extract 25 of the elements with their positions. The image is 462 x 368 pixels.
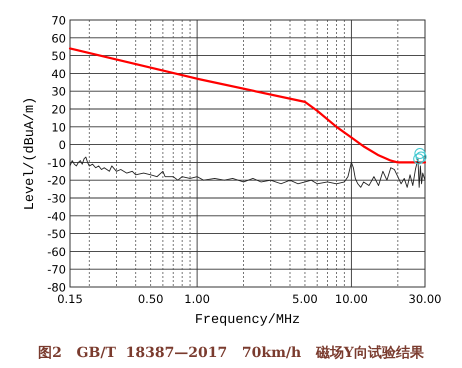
y-tick-label: -20 xyxy=(47,174,66,188)
x-axis-title: Frequency/MHz xyxy=(194,313,300,328)
y-tick-label: 70 xyxy=(51,14,66,28)
caption: 图2 GB/T 18387—2017 70km/h 磁场Y向试验结果 xyxy=(38,345,425,361)
y-tick-label: -10 xyxy=(47,156,66,170)
x-tick-label: 5.00 xyxy=(292,292,318,306)
y-tick-label: -40 xyxy=(47,209,66,224)
y-tick-label: 30 xyxy=(51,84,66,99)
y-tick-label: -80 xyxy=(47,280,66,294)
x-tick-label: 0.50 xyxy=(138,292,164,306)
x-tick-label: 0.15 xyxy=(57,292,83,306)
x-tick-label: 10.00 xyxy=(334,292,368,306)
x-tick-label: 30.00 xyxy=(408,292,442,306)
y-tick-label: -70 xyxy=(47,262,66,277)
y-tick-label: -50 xyxy=(47,227,66,242)
y-tick-label: 40 xyxy=(51,66,66,81)
y-tick-label: -30 xyxy=(47,192,66,206)
y-tick-label: -60 xyxy=(47,244,66,259)
x-tick-label: 1.00 xyxy=(184,292,210,306)
y-axis-title: Level/(dBuA/m) xyxy=(23,96,38,210)
y-tick-label: 60 xyxy=(51,31,66,46)
y-tick-label: 50 xyxy=(51,49,66,64)
y-tick-label: 0 xyxy=(58,138,66,152)
y-tick-label: 10 xyxy=(51,120,66,134)
y-tick-label: 20 xyxy=(51,102,66,116)
